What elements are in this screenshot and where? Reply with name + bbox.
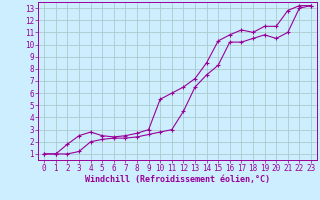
X-axis label: Windchill (Refroidissement éolien,°C): Windchill (Refroidissement éolien,°C)	[85, 175, 270, 184]
